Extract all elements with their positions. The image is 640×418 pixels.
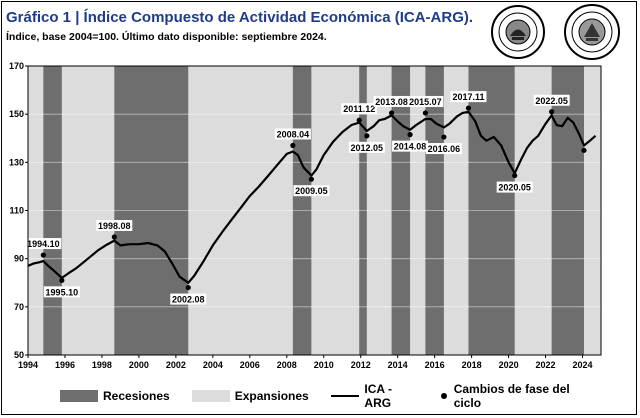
phase-change-point-1: [40, 252, 46, 258]
phase-change-point-10: [407, 132, 413, 138]
phase-label-bg-9: [373, 95, 410, 107]
x-tick-label-2022: 2022: [536, 360, 556, 370]
bolsa-rosario-logo: [564, 4, 620, 60]
phase-label-2: 1995.10: [46, 287, 79, 297]
phase-change-point-9: [388, 110, 395, 116]
x-tick-label-2000: 2000: [129, 360, 149, 370]
phase-label-bg-5: [274, 128, 311, 140]
phase-label-bg-7: [341, 103, 378, 115]
phase-change-point-3: [111, 234, 117, 240]
chart-legend: Recesiones Expansiones ICA - ARG Cambios…: [60, 382, 616, 410]
phase-label-bg-6: [293, 185, 330, 197]
x-tick-label-1994: 1994: [18, 360, 38, 370]
phase-label-bg-8: [348, 141, 385, 153]
phase-label-bg-3: [96, 219, 133, 231]
y-tick-label-150: 150: [9, 109, 24, 119]
legend-series: ICA - ARG: [330, 382, 419, 410]
legend-expansions-swatch: [191, 390, 230, 402]
phase-label-15: 2022.05: [535, 96, 568, 106]
phase-change-point-8: [364, 133, 370, 139]
phase-change-point-15: [549, 109, 555, 115]
legend-series-label: ICA - ARG: [364, 382, 392, 410]
x-tick-label-2004: 2004: [203, 360, 223, 370]
x-tick-label-2010: 2010: [314, 360, 334, 370]
x-tick-label-2006: 2006: [240, 360, 260, 370]
phase-change-point-7: [356, 117, 362, 123]
phase-change-point-13: [465, 105, 472, 111]
phase-label-8: 2012.05: [351, 143, 384, 153]
phase-label-bg-11: [407, 95, 444, 107]
x-tick-label-2020: 2020: [499, 360, 519, 370]
phase-change-point-6: [308, 176, 314, 182]
legend-points-label: Cambios de fase del ciclo: [453, 382, 570, 410]
phase-label-14: 2020.05: [498, 183, 531, 193]
phase-change-point-16: [581, 147, 587, 153]
phase-label-1: 1994.10: [27, 239, 60, 249]
chart-title: Gráfico 1 | Índice Compuesto de Activida…: [6, 9, 474, 26]
legend-recessions-swatch: [60, 390, 98, 402]
phase-label-13: 2017.11: [452, 92, 484, 102]
legend-recessions-label: Recesiones: [103, 389, 170, 403]
phase-label-bg-14: [496, 181, 533, 193]
legend-recessions: Recesiones: [60, 389, 170, 403]
phase-label-11: 2015.07: [409, 97, 442, 107]
institution-logos: [491, 4, 620, 60]
x-tick-label-2002: 2002: [166, 360, 186, 370]
phase-change-point-14: [512, 172, 518, 179]
y-tick-label-70: 70: [14, 302, 24, 312]
series-line-ica-arg: [27, 110, 597, 284]
x-tick-label-2012: 2012: [351, 360, 371, 370]
y-tick-label-130: 130: [9, 157, 24, 167]
legend-expansions: Expansiones: [191, 389, 309, 403]
chart-subtitle: Índice, base 2004=100. Último dato dispo…: [6, 31, 327, 43]
phase-change-point-4: [185, 284, 191, 291]
x-tick-label-2024: 2024: [573, 360, 593, 370]
phase-label-bg-1: [25, 238, 62, 250]
phase-label-6: 2009.05: [295, 186, 328, 196]
phase-label-bg-10: [392, 140, 429, 152]
x-tick-label-1996: 1996: [55, 360, 75, 370]
phase-label-bg-4: [170, 293, 207, 305]
bolsa-santa-fe-logo: [491, 5, 545, 59]
legend-series-line: [330, 395, 360, 397]
phase-change-point-2: [59, 277, 65, 283]
phase-label-5: 2008.04: [277, 129, 310, 139]
legend-expansions-label: Expansiones: [234, 389, 309, 403]
x-tick-label-2016: 2016: [425, 360, 445, 370]
y-tick-label-110: 110: [9, 206, 24, 216]
phase-change-point-5: [290, 142, 296, 149]
phase-label-bg-13: [450, 91, 487, 103]
x-tick-label-2014: 2014: [388, 360, 408, 370]
x-tick-label-2018: 2018: [462, 360, 482, 370]
legend-points: Cambios de fase del ciclo: [440, 382, 594, 410]
y-tick-label-50: 50: [14, 350, 24, 360]
x-tick-label-1998: 1998: [92, 360, 112, 370]
annotation-layer: 1994.10 1995.10 1998.08 2002.08 2008.04 2009.…: [25, 91, 587, 305]
phase-label-7: 2011.12: [343, 104, 375, 114]
phase-label-bg-2: [43, 286, 80, 298]
legend-points-dot: [440, 393, 447, 399]
y-tick-label-90: 90: [14, 254, 24, 264]
axes: 50 70 90 110 130 150 170 1994 1996 1998 2000 2002 20…: [9, 61, 602, 370]
x-tick-label-2008: 2008: [277, 360, 297, 370]
phase-change-point-12: [441, 134, 447, 140]
phase-label-4: 2002.08: [172, 295, 205, 305]
phase-label-12: 2016.06: [428, 144, 461, 154]
phase-label-10: 2014.08: [394, 142, 427, 152]
phase-label-bg-15: [533, 94, 570, 106]
y-tick-label-170: 170: [9, 61, 24, 71]
phase-change-point-11: [422, 110, 429, 116]
phase-label-3: 1998.08: [98, 221, 131, 231]
phase-label-9: 2013.08: [375, 97, 408, 107]
phase-label-bg-12: [425, 143, 462, 155]
series-layer: [27, 110, 597, 284]
